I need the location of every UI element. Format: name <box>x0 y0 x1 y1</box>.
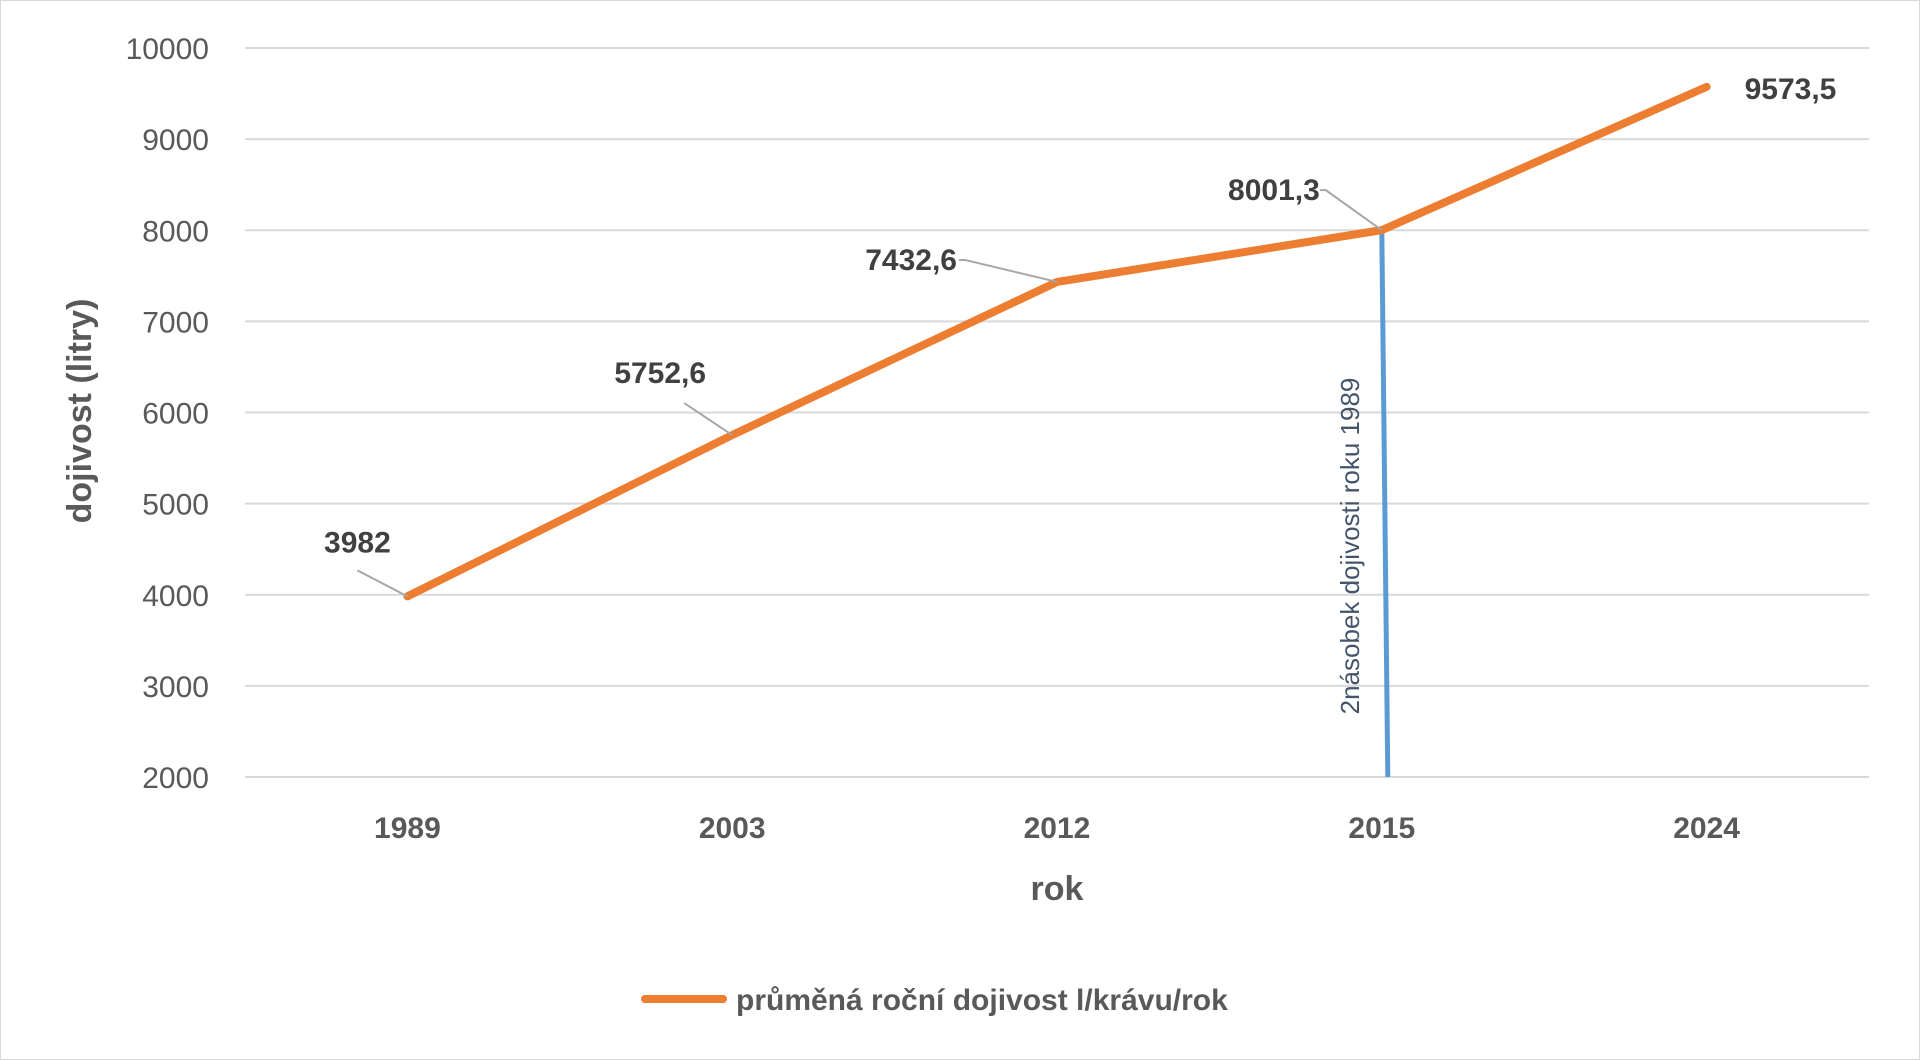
data-label: 7432,6 <box>865 244 957 277</box>
y-tick-label: 7000 <box>142 306 209 339</box>
y-tick-label: 3000 <box>142 671 209 704</box>
x-tick-label: 2024 <box>1673 812 1740 845</box>
y-tick-label: 10000 <box>126 33 209 66</box>
y-tick-label: 9000 <box>142 124 209 157</box>
leader-line <box>356 569 408 598</box>
x-axis-ticks: 1989 2003 2012 2015 2024 <box>374 812 1740 845</box>
x-tick-label: 1989 <box>374 812 441 845</box>
y-tick-label: 5000 <box>142 489 209 522</box>
annotation-line <box>1379 230 1391 778</box>
x-tick-label: 2012 <box>1024 812 1091 845</box>
y-axis-ticks: 2000 3000 4000 5000 6000 7000 8000 9000 10000 <box>126 33 209 795</box>
x-tick-label: 2015 <box>1348 812 1415 845</box>
y-tick-label: 6000 <box>142 398 209 431</box>
x-tick-label: 2003 <box>699 812 766 845</box>
leader-line <box>959 258 1058 283</box>
leader-line <box>683 402 733 436</box>
data-label: 8001,3 <box>1228 174 1320 207</box>
y-tick-label: 2000 <box>142 762 209 795</box>
x-axis-title: rok <box>1031 870 1084 908</box>
legend-label: průměná roční dojivost l/krávu/rok <box>736 984 1228 1017</box>
leader-line <box>1319 189 1383 231</box>
data-point <box>1703 83 1710 90</box>
data-label: 9573,5 <box>1745 73 1837 106</box>
legend: průměná roční dojivost l/krávu/rok <box>641 984 1228 1017</box>
y-tick-label: 4000 <box>142 580 209 613</box>
data-labels: 3982 5752,6 7432,6 8001,3 9573,5 <box>324 73 1837 598</box>
y-axis-title: dojivost (litry) <box>61 299 99 524</box>
data-label: 5752,6 <box>614 357 706 390</box>
series-group <box>403 82 1711 601</box>
series-line <box>403 82 1711 601</box>
annotation-text: 2násobek dojivosti roku 1989 <box>1335 378 1365 715</box>
gridlines <box>245 47 1869 778</box>
data-label: 3982 <box>324 526 391 559</box>
y-tick-label: 8000 <box>142 215 209 248</box>
annotation-group: 2násobek dojivosti roku 1989 <box>1335 230 1391 778</box>
